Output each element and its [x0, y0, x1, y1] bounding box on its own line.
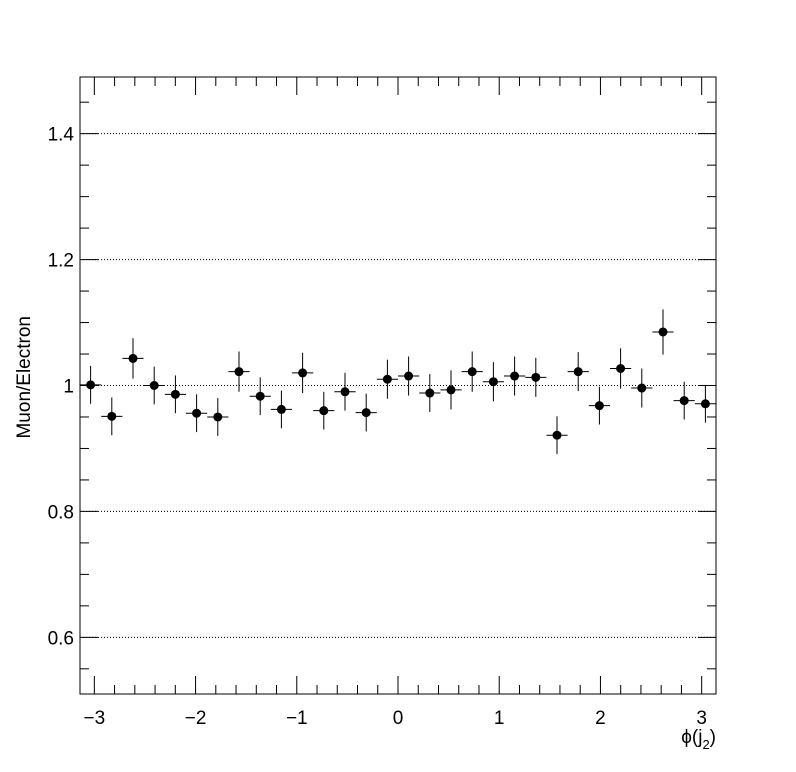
point-marker — [467, 367, 477, 377]
data-point — [334, 372, 356, 411]
point-marker — [234, 367, 244, 377]
point-marker — [552, 430, 562, 440]
point-marker — [107, 411, 117, 421]
x-tick-label: 3 — [696, 708, 707, 729]
data-point — [631, 368, 653, 408]
point-marker — [425, 388, 435, 398]
data-point — [610, 348, 632, 389]
data-point — [376, 359, 398, 399]
point-marker — [531, 372, 541, 382]
point-marker — [658, 327, 668, 337]
data-point — [292, 352, 314, 394]
point-marker — [382, 374, 392, 384]
x-tick-labels: −3 −2 −1 0 1 2 3 — [83, 708, 706, 729]
data-point — [207, 398, 229, 436]
point-marker — [616, 364, 626, 374]
data-point — [122, 338, 144, 379]
point-marker — [510, 371, 520, 381]
point-marker — [446, 385, 456, 395]
point-marker — [573, 367, 583, 377]
data-point — [673, 381, 695, 420]
point-marker — [213, 412, 223, 422]
point-marker — [361, 408, 371, 418]
data-point — [440, 370, 462, 410]
point-marker — [700, 399, 710, 409]
data-point — [588, 386, 610, 425]
point-marker — [319, 406, 329, 416]
y-axis-label: Muon/Electron — [14, 316, 35, 439]
axis-ticks — [80, 77, 716, 694]
point-marker — [86, 380, 96, 390]
point-marker — [128, 353, 138, 363]
point-marker — [488, 377, 498, 387]
data-point — [164, 375, 186, 414]
data-point — [525, 357, 547, 397]
data-point — [504, 356, 526, 396]
data-point — [313, 391, 335, 430]
point-marker — [404, 371, 414, 381]
x-tick-label: −3 — [83, 708, 105, 729]
y-tick-label: 0.6 — [48, 628, 74, 649]
data-point — [186, 394, 208, 433]
data-point — [143, 366, 165, 405]
grid-lines — [80, 133, 716, 638]
data-point — [101, 397, 123, 436]
data-point — [249, 377, 271, 416]
data-point — [228, 351, 250, 392]
data-point — [652, 309, 674, 355]
point-marker — [679, 396, 689, 406]
y-tick-label: 0.8 — [48, 502, 74, 523]
point-marker — [340, 387, 350, 397]
x-tick-label: 2 — [595, 708, 606, 729]
point-marker — [594, 401, 604, 411]
data-point — [567, 352, 589, 392]
point-marker — [149, 381, 159, 390]
data-point — [270, 390, 292, 429]
data-point — [419, 374, 441, 412]
point-marker — [637, 383, 647, 393]
data-point — [546, 416, 568, 455]
x-axis-label-close: ) — [710, 727, 716, 748]
point-marker — [276, 404, 286, 414]
data-point — [461, 351, 483, 392]
x-tick-label: 1 — [494, 708, 505, 729]
point-marker — [255, 391, 265, 401]
y-tick-label: 1.2 — [48, 251, 74, 272]
y-tick-labels: 0.6 0.8 1 1.2 1.4 — [48, 125, 75, 650]
data-point — [694, 384, 716, 423]
point-marker — [298, 368, 308, 378]
point-marker — [170, 389, 180, 399]
y-tick-label: 1 — [63, 377, 74, 398]
x-tick-label: −2 — [185, 708, 207, 729]
data-point — [355, 393, 377, 432]
x-axis-label: ϕ(j2) — [681, 727, 716, 752]
data-point — [482, 362, 504, 402]
x-axis-label-base: ϕ(j — [681, 727, 702, 748]
y-tick-label: 1.4 — [48, 125, 75, 146]
point-marker — [192, 408, 202, 418]
x-axis-label-subscript: 2 — [702, 737, 709, 752]
data-point — [80, 365, 102, 404]
x-tick-label: 0 — [393, 708, 404, 729]
x-tick-label: −1 — [286, 708, 308, 729]
data-points — [80, 309, 716, 455]
data-point — [398, 356, 420, 396]
